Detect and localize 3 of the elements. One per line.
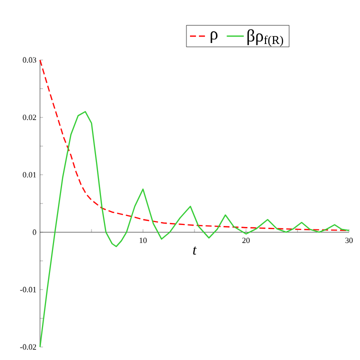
legend-label: ρ [210, 31, 218, 44]
x-axis-title: t [193, 246, 197, 255]
legend-label: βρ$_{f(R)}$ [247, 29, 284, 47]
